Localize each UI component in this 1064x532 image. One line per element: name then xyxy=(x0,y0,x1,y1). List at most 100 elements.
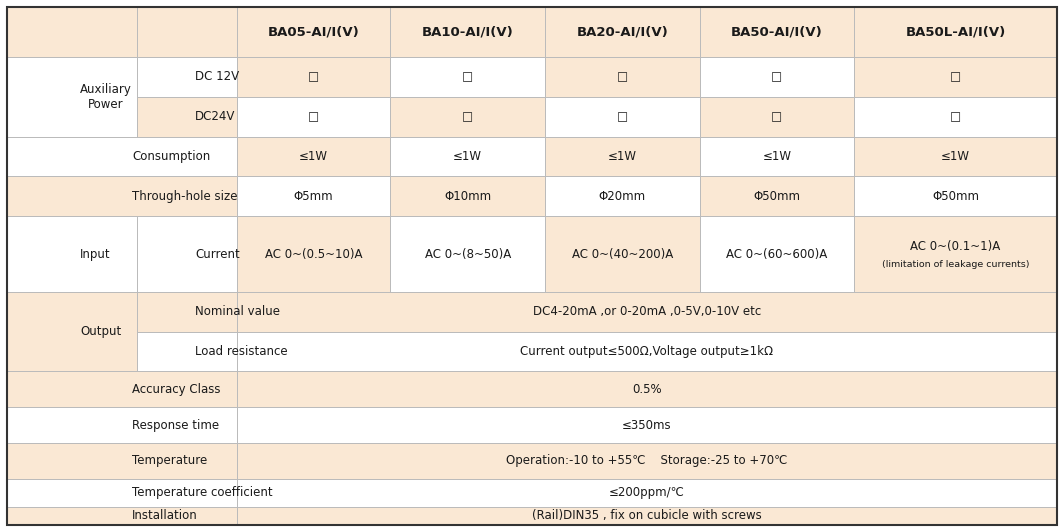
Text: Installation: Installation xyxy=(132,509,198,522)
Bar xyxy=(854,137,1057,177)
Bar xyxy=(390,137,545,177)
Bar xyxy=(854,217,1057,292)
Bar xyxy=(7,479,237,507)
Bar xyxy=(699,217,854,292)
Bar xyxy=(7,177,237,217)
Bar xyxy=(137,57,237,97)
Bar xyxy=(237,507,1057,525)
Bar xyxy=(390,177,545,217)
Bar xyxy=(237,331,1057,371)
Bar xyxy=(699,57,854,97)
Bar xyxy=(854,217,1057,292)
Bar xyxy=(545,7,699,57)
Bar xyxy=(545,177,699,217)
Bar xyxy=(545,57,699,97)
Bar xyxy=(237,507,1057,525)
Bar xyxy=(7,57,137,137)
Text: AC 0~(40~200)A: AC 0~(40~200)A xyxy=(571,247,672,261)
Bar xyxy=(237,7,390,57)
Bar xyxy=(390,57,545,97)
Bar xyxy=(854,137,1057,177)
Bar xyxy=(137,292,237,331)
Text: Consumption: Consumption xyxy=(132,150,211,163)
Text: Output: Output xyxy=(80,325,121,338)
Bar xyxy=(699,217,854,292)
Bar xyxy=(7,443,237,479)
Text: 0.5%: 0.5% xyxy=(632,383,662,396)
Text: Temperature: Temperature xyxy=(132,454,207,468)
Bar xyxy=(390,177,545,217)
Bar xyxy=(7,507,237,525)
Bar xyxy=(237,97,390,137)
Text: Φ50mm: Φ50mm xyxy=(932,190,979,203)
Text: □: □ xyxy=(950,71,961,84)
Bar xyxy=(237,97,390,137)
Bar xyxy=(7,408,237,443)
Bar xyxy=(545,137,699,177)
Bar xyxy=(237,57,390,97)
Bar xyxy=(237,217,390,292)
Text: DC 12V: DC 12V xyxy=(195,71,239,84)
Text: □: □ xyxy=(307,71,319,84)
Bar xyxy=(237,443,1057,479)
Bar xyxy=(7,217,137,292)
Text: (limitation of leakage currents): (limitation of leakage currents) xyxy=(882,260,1029,269)
Text: AC 0~(60~600)A: AC 0~(60~600)A xyxy=(727,247,828,261)
Bar xyxy=(854,7,1057,57)
Bar xyxy=(237,371,1057,408)
Bar xyxy=(137,331,237,371)
Bar xyxy=(137,331,237,371)
Text: ≤1W: ≤1W xyxy=(608,150,636,163)
Bar xyxy=(237,217,390,292)
Bar xyxy=(699,57,854,97)
Bar xyxy=(237,7,390,57)
Text: □: □ xyxy=(771,71,782,84)
Text: BA50-AI/I(V): BA50-AI/I(V) xyxy=(731,26,822,39)
Bar xyxy=(7,7,137,57)
Bar xyxy=(237,292,1057,331)
Bar xyxy=(237,57,390,97)
Text: Nominal value: Nominal value xyxy=(195,305,280,318)
Bar xyxy=(699,97,854,137)
Text: □: □ xyxy=(617,71,628,84)
Text: Current output≤500Ω,Voltage output≥1kΩ: Current output≤500Ω,Voltage output≥1kΩ xyxy=(520,345,774,358)
Text: □: □ xyxy=(950,110,961,123)
Text: Current: Current xyxy=(195,247,239,261)
Bar xyxy=(545,57,699,97)
Text: Input: Input xyxy=(80,247,111,261)
Bar xyxy=(390,217,545,292)
Bar xyxy=(7,137,237,177)
Bar xyxy=(545,97,699,137)
Text: □: □ xyxy=(771,110,782,123)
Text: Response time: Response time xyxy=(132,419,219,431)
Bar xyxy=(237,443,1057,479)
Bar xyxy=(237,137,390,177)
Bar xyxy=(237,479,1057,507)
Bar xyxy=(237,137,390,177)
Bar xyxy=(7,408,237,443)
Bar xyxy=(545,217,699,292)
Bar xyxy=(7,7,137,57)
Bar xyxy=(7,371,237,408)
Bar xyxy=(854,7,1057,57)
Text: □: □ xyxy=(462,71,473,84)
Bar xyxy=(390,217,545,292)
Bar xyxy=(545,137,699,177)
Text: Auxiliary
Power: Auxiliary Power xyxy=(80,83,132,111)
Text: ≤350ms: ≤350ms xyxy=(621,419,671,431)
Bar xyxy=(237,408,1057,443)
Bar xyxy=(699,177,854,217)
Bar xyxy=(237,408,1057,443)
Text: □: □ xyxy=(617,110,628,123)
Bar xyxy=(137,217,237,292)
Text: BA05-AI/I(V): BA05-AI/I(V) xyxy=(268,26,360,39)
Text: Φ10mm: Φ10mm xyxy=(444,190,492,203)
Bar xyxy=(7,371,237,408)
Bar xyxy=(7,292,137,371)
Text: Φ20mm: Φ20mm xyxy=(599,190,646,203)
Bar xyxy=(390,7,545,57)
Bar xyxy=(137,7,237,57)
Text: ≤1W: ≤1W xyxy=(763,150,792,163)
Bar xyxy=(7,443,237,479)
Text: Through-hole size: Through-hole size xyxy=(132,190,237,203)
